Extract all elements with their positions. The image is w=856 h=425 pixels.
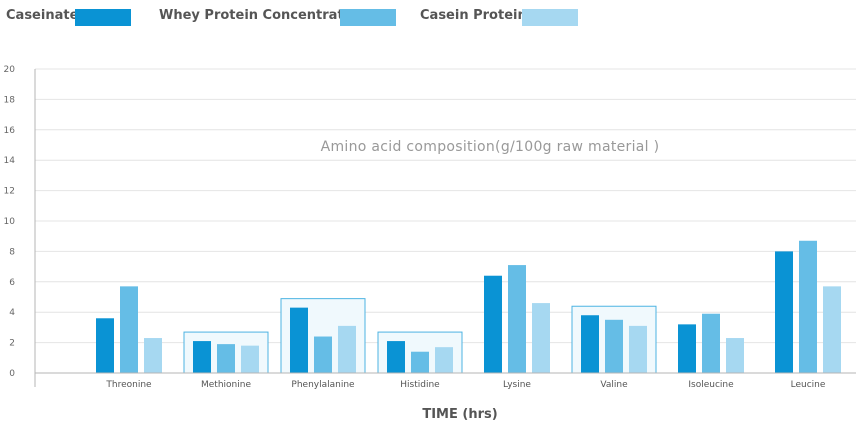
bar <box>314 336 332 373</box>
bar <box>605 319 623 373</box>
bar <box>241 345 259 373</box>
bar <box>338 325 356 373</box>
y-tick-label: 0 <box>9 369 15 379</box>
y-tick-label: 14 <box>4 156 16 166</box>
y-tick-label: 2 <box>9 339 15 349</box>
y-tick-label: 20 <box>4 65 16 75</box>
legend-swatch <box>75 9 131 26</box>
bar <box>96 318 114 373</box>
bar <box>508 265 526 373</box>
bar <box>411 351 429 373</box>
x-tick-label: Phenylalanine <box>291 380 355 390</box>
y-tick-label: 4 <box>9 308 15 318</box>
x-tick-label: Histidine <box>400 380 440 390</box>
bar <box>775 251 793 373</box>
y-tick-label: 12 <box>4 187 15 197</box>
bar <box>629 325 647 373</box>
bar <box>290 307 308 373</box>
chart-title: Amino acid composition(g/100g raw materi… <box>321 139 660 155</box>
bar <box>193 341 211 373</box>
x-tick-label: Threonine <box>105 380 152 390</box>
bars <box>96 240 841 373</box>
legend-label: Whey Protein Concentrate <box>159 8 353 23</box>
y-tick-label: 6 <box>9 278 15 288</box>
y-tick-label: 8 <box>9 247 15 257</box>
bar <box>799 240 817 373</box>
legend-label: Casein Protein <box>420 8 527 23</box>
bar <box>678 324 696 373</box>
bar <box>702 313 720 373</box>
bar <box>726 338 744 373</box>
x-tick-label: Methionine <box>201 380 251 390</box>
bar <box>144 338 162 373</box>
x-axis-label: TIME (hrs) <box>422 407 497 422</box>
x-axis-categories: Threonine Methionine Phenylalanine Histidin… <box>105 380 825 390</box>
bar <box>823 286 841 373</box>
legend: Caseinate Whey Protein Concentrate Casein … <box>0 0 856 34</box>
y-tick-label: 18 <box>4 95 16 105</box>
bar <box>484 275 502 373</box>
legend-label: Caseinate <box>6 8 79 23</box>
x-tick-label: Leucine <box>791 380 826 390</box>
bar <box>120 286 138 373</box>
gridlines <box>35 68 856 344</box>
axes <box>34 69 856 387</box>
legend-swatch <box>340 9 396 26</box>
bar <box>532 303 550 373</box>
x-tick-label: Isoleucine <box>688 380 734 390</box>
bar <box>387 341 405 373</box>
bar <box>217 344 235 373</box>
y-tick-label: 10 <box>4 217 16 227</box>
y-tick-label: 16 <box>4 126 16 136</box>
bar <box>435 347 453 373</box>
y-axis-ticks: 0 2 4 6 8 10 12 14 16 18 20 <box>4 65 16 379</box>
x-tick-label: Lysine <box>503 380 531 390</box>
x-tick-label: Valine <box>600 380 628 390</box>
bar <box>581 315 599 373</box>
legend-swatch <box>522 9 578 26</box>
